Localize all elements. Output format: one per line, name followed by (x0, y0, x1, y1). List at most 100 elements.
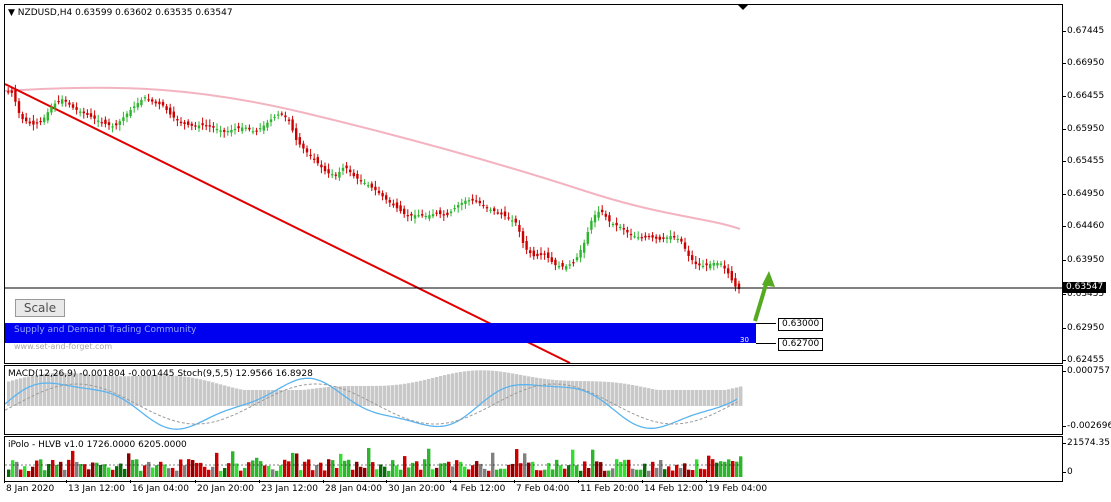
candle-body (644, 235, 647, 238)
volume-bar (135, 459, 139, 477)
candle-body (331, 174, 334, 176)
volume-bar (407, 467, 411, 477)
macd-histogram-bar (191, 377, 195, 406)
macd-histogram-bar (7, 381, 11, 406)
candle-body (637, 237, 640, 239)
volume-bar (191, 460, 195, 477)
candle-body (705, 263, 708, 266)
volume-bar (207, 469, 211, 477)
candle-body (647, 235, 651, 238)
candle-body (100, 122, 103, 124)
volume-bar (487, 470, 491, 477)
macd-histogram-bar (23, 377, 27, 406)
macd-histogram-bar (307, 389, 311, 406)
volume-bar (39, 459, 43, 477)
macd-histogram-bar (451, 373, 455, 406)
macd-histogram-bar (559, 380, 563, 406)
macd-histogram-bar (415, 381, 419, 406)
candle-body (43, 117, 46, 123)
macd-histogram-bar (339, 386, 343, 406)
macd-histogram-bar (199, 379, 203, 406)
macd-histogram-bar (59, 372, 63, 406)
volume-bar (363, 467, 367, 477)
candle-body (611, 223, 615, 226)
macd-histogram-bar (175, 375, 179, 406)
volume-bar (247, 462, 251, 477)
volume-bar (619, 462, 623, 477)
macd-histogram-bar (299, 390, 303, 406)
macd-histogram-bar (167, 375, 171, 406)
macd-histogram-bar (519, 374, 523, 406)
scale-button[interactable]: Scale (15, 299, 65, 317)
volume-bar (491, 452, 495, 477)
macd-histogram-bar (195, 378, 199, 406)
shift-marker-icon[interactable] (737, 4, 749, 12)
volume-pane[interactable] (4, 436, 1063, 482)
volume-bar (31, 466, 35, 477)
volume-bar (267, 465, 271, 477)
macd-histogram-bar (627, 384, 631, 406)
macd-histogram-bar (455, 372, 459, 406)
candle-body (255, 130, 258, 132)
candle-body (457, 205, 460, 208)
volume-bar (639, 469, 643, 477)
candle-body (219, 130, 222, 132)
candle-body (28, 121, 31, 124)
candle-body (154, 101, 157, 104)
dropdown-icon[interactable]: ▼ (8, 8, 15, 18)
up-arrow-icon (762, 271, 775, 287)
volume-bar (63, 469, 67, 477)
macd-histogram-bar (511, 373, 515, 406)
candle-body (133, 106, 136, 108)
macd-histogram-bar (447, 374, 451, 406)
volume-bar (35, 460, 39, 477)
price-chart-pane[interactable] (4, 4, 1063, 364)
macd-histogram-bar (135, 375, 139, 406)
time-axis-tick (450, 480, 451, 483)
volume-bar (367, 447, 371, 477)
macd-histogram-bar (679, 390, 683, 406)
volume-bar (703, 469, 707, 477)
macd-histogram-bar (295, 390, 299, 406)
candle-body (190, 123, 193, 126)
macd-histogram-bar (247, 390, 251, 406)
volume-bar (587, 468, 591, 477)
trendline (5, 83, 571, 363)
volume-bar (287, 461, 291, 477)
candle-body (464, 200, 467, 204)
volume-bar (667, 466, 671, 477)
time-axis-label: 28 Jan 04:00 (325, 484, 382, 494)
macd-histogram-bar (623, 383, 627, 406)
macd-histogram-bar (67, 373, 71, 406)
volume-bar (59, 461, 63, 477)
macd-histogram-bar (235, 388, 239, 406)
macd-histogram-bar (187, 377, 191, 406)
volume-bar (439, 463, 443, 477)
stochastic-signal-line (5, 383, 738, 425)
candle-body (320, 164, 323, 168)
stochastic-main-line (5, 377, 738, 430)
macd-histogram-bar (223, 385, 227, 406)
volume-bar (395, 465, 399, 477)
candle-body (341, 167, 345, 171)
volume-axis-top: 21574.35 (1067, 438, 1110, 448)
candle-body (687, 250, 690, 256)
volume-bar (651, 461, 655, 477)
macd-pane[interactable] (4, 365, 1063, 435)
volume-bar (515, 449, 519, 477)
candle-body (46, 112, 49, 121)
candle-body (665, 237, 669, 239)
candle-body (93, 115, 96, 119)
macd-histogram-bar (391, 385, 395, 406)
volume-bar (731, 460, 735, 477)
volume-bar (647, 470, 651, 477)
price-axis-tick (1062, 31, 1066, 32)
macd-histogram-bar (79, 373, 83, 406)
candle-body (377, 190, 381, 194)
candle-body (536, 253, 539, 257)
candle-body (223, 130, 226, 132)
candle-body (57, 101, 60, 103)
macd-axis: 0.000757 -0.002696 (1062, 365, 1111, 433)
macd-histogram-bar (419, 380, 423, 406)
volume-bar (431, 469, 435, 477)
